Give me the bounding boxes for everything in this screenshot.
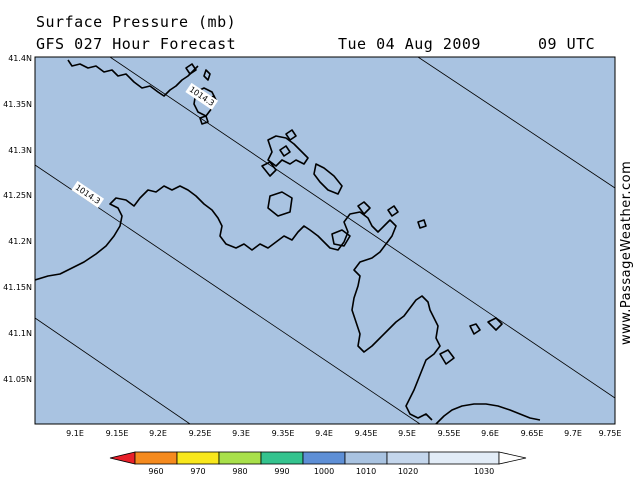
lat-axis: 41.4N 41.35N 41.3N 41.25N 41.2N 41.15N 4… xyxy=(3,54,32,384)
lon-tick-label: 9.3E xyxy=(232,429,250,438)
lat-tick-label: 41.4N xyxy=(8,54,32,63)
corsica-coast xyxy=(67,59,199,97)
legend-tick-label: 1010 xyxy=(356,467,376,476)
legend-swatch xyxy=(260,451,304,465)
small-islet xyxy=(267,191,293,217)
spargi-island xyxy=(261,161,277,177)
legend-swatch xyxy=(498,451,527,465)
lon-tick-label: 9.45E xyxy=(355,429,378,438)
small-islet xyxy=(357,201,371,215)
lon-tick-label: 9.65E xyxy=(521,429,544,438)
corsica-islet xyxy=(185,63,197,75)
ocean-area xyxy=(34,56,616,425)
legend-tick-label: 980 xyxy=(232,467,247,476)
lon-tick-label: 9.5E xyxy=(398,429,416,438)
caprera-island xyxy=(313,163,343,195)
isobar-line xyxy=(35,164,421,424)
pressure-legend xyxy=(109,451,527,465)
lavezzi-islet xyxy=(199,115,209,125)
lon-tick-label: 9.1E xyxy=(66,429,84,438)
legend-swatch xyxy=(344,451,388,465)
legend-tick-label: 960 xyxy=(148,467,163,476)
santa-maria-island xyxy=(285,129,297,141)
small-islet xyxy=(487,317,503,331)
budelli-island xyxy=(279,145,291,157)
lat-tick-label: 41.05N xyxy=(3,375,32,384)
maddalena-island xyxy=(267,135,309,167)
lon-tick-label: 9.7E xyxy=(564,429,582,438)
lon-tick-label: 9.35E xyxy=(272,429,295,438)
small-islet xyxy=(417,219,427,229)
watermark-text: www.PassageWeather.com xyxy=(619,160,634,345)
lat-tick-label: 41.3N xyxy=(8,146,32,155)
coastline xyxy=(35,59,541,424)
legend-labels: 960 970 980 990 1000 1010 1020 1030 xyxy=(148,467,494,476)
lon-tick-label: 9.55E xyxy=(438,429,461,438)
legend-tick-label: 1020 xyxy=(398,467,418,476)
lat-tick-label: 41.1N xyxy=(8,329,32,338)
isobar-line xyxy=(417,57,615,189)
legend-swatch xyxy=(109,451,136,465)
lon-axis: 9.1E 9.15E 9.2E 9.25E 9.3E 9.35E 9.4E 9.… xyxy=(66,429,621,438)
legend-swatch xyxy=(386,451,430,465)
legend-tick-label: 1000 xyxy=(314,467,334,476)
legend-tick-label: 970 xyxy=(190,467,205,476)
small-islet xyxy=(331,229,351,247)
legend-swatch xyxy=(302,451,346,465)
legend-swatch xyxy=(428,451,500,465)
corsica-islet xyxy=(203,69,211,81)
legend-tick-label: 1030 xyxy=(474,467,494,476)
forecast-date: Tue 04 Aug 2009 xyxy=(338,35,481,53)
map-title: Surface Pressure (mb) xyxy=(36,13,237,31)
lat-tick-label: 41.35N xyxy=(3,100,32,109)
isobar-line xyxy=(109,57,615,399)
sardinia-coast-east xyxy=(435,403,541,424)
forecast-label: GFS 027 Hour Forecast xyxy=(36,35,237,53)
legend-swatch xyxy=(134,451,178,465)
small-islet xyxy=(387,205,399,217)
sardinia-coast xyxy=(35,185,441,421)
lon-tick-label: 9.6E xyxy=(481,429,499,438)
forecast-time: 09 UTC xyxy=(538,35,596,53)
lat-tick-label: 41.15N xyxy=(3,283,32,292)
isobar-lines xyxy=(35,57,615,424)
lon-tick-label: 9.75E xyxy=(599,429,622,438)
legend-swatch xyxy=(218,451,262,465)
small-islet xyxy=(439,349,455,365)
lon-tick-label: 9.4E xyxy=(315,429,333,438)
legend-swatch xyxy=(176,451,220,465)
lon-tick-label: 9.15E xyxy=(106,429,129,438)
tavolara-island xyxy=(469,323,481,335)
lon-tick-label: 9.25E xyxy=(189,429,212,438)
lat-tick-label: 41.25N xyxy=(3,191,32,200)
isobar-line xyxy=(35,317,191,424)
lat-tick-label: 41.2N xyxy=(8,237,32,246)
lon-tick-label: 9.2E xyxy=(149,429,167,438)
legend-tick-label: 990 xyxy=(274,467,289,476)
